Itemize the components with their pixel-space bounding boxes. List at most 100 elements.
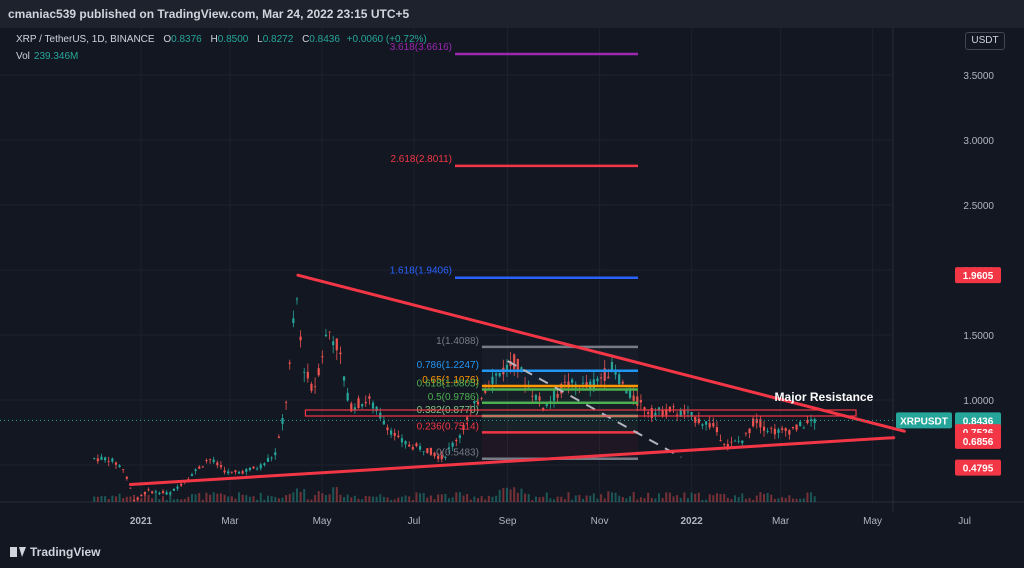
candle-body [165, 492, 168, 495]
volume-bar [404, 495, 407, 502]
volume-bar [734, 495, 737, 502]
open-label: O [163, 34, 172, 45]
volume-bar [346, 494, 349, 502]
candle-body [813, 419, 816, 424]
candle-body [480, 398, 483, 399]
volume-bar [451, 497, 454, 502]
candle-body [107, 461, 110, 462]
currency-button[interactable]: USDT [965, 32, 1005, 50]
candle-body [129, 487, 132, 489]
candle-body [571, 379, 574, 383]
volume-bar [314, 495, 317, 502]
candle-body [733, 440, 737, 442]
candle-body [321, 356, 324, 358]
symbol-name[interactable]: XRP / TetherUS, 1D, BINANCE [16, 34, 155, 45]
volume-bar [639, 497, 642, 502]
candle-body [386, 427, 389, 431]
candle-body [603, 368, 606, 381]
candle-body [444, 457, 447, 458]
volume-bar [165, 499, 168, 502]
candle-body [712, 422, 715, 427]
volume-bar [263, 499, 266, 502]
volume-bar [480, 496, 483, 502]
candle-body [151, 491, 154, 494]
volume-value: 239.346M [33, 51, 79, 62]
candle-body [415, 443, 418, 447]
volume-bar [169, 493, 172, 502]
publisher-bar: cmaniac539 published on TradingView.com,… [0, 0, 1024, 28]
candle-body [773, 428, 776, 435]
tradingview-logo[interactable]: TradingView [10, 545, 100, 559]
candle-body [187, 479, 190, 480]
volume-bar [422, 493, 425, 502]
candle-body [708, 423, 711, 428]
candle-body [567, 381, 570, 388]
candle-body [161, 491, 165, 493]
volume-bar [212, 492, 215, 502]
resistance-band[interactable] [304, 409, 857, 417]
candle-body [650, 407, 653, 419]
candle-body [791, 427, 795, 429]
candle-body [476, 401, 480, 405]
volume-bar [469, 499, 472, 502]
candle-body [636, 396, 639, 406]
tradingview-logo-text: TradingView [30, 545, 101, 559]
volume-bar [306, 499, 309, 502]
volume-bar [527, 494, 530, 502]
volume-bar [299, 491, 302, 502]
high-value: 0.8500 [217, 34, 249, 45]
volume-bar [198, 492, 201, 502]
candle-body [661, 410, 664, 417]
volume-bar [353, 495, 356, 502]
volume-bar [118, 493, 121, 502]
volume-bar [390, 499, 393, 502]
volume-bar [382, 496, 385, 502]
volume-bar [238, 492, 241, 502]
volume-bar [553, 499, 556, 502]
candle-body [310, 383, 313, 391]
volume-bar [245, 495, 248, 502]
volume-bar [571, 499, 574, 502]
volume-bar [737, 497, 740, 502]
volume-bar [183, 498, 186, 502]
dashed-projection-line[interactable] [507, 360, 682, 459]
candle-body [632, 395, 635, 401]
candle-body [158, 492, 161, 495]
candle-body [295, 298, 299, 300]
volume-bar [411, 499, 414, 502]
candle-body [205, 460, 208, 462]
candle-body [212, 459, 215, 463]
x-tick-label: Jul [958, 516, 971, 527]
volume-bar [216, 493, 219, 502]
volume-bar [650, 498, 653, 502]
price-label-text: 0.4795 [963, 464, 994, 475]
price-chart[interactable]: 0.50001.00001.50002.00002.50003.00003.50… [0, 28, 1024, 540]
volume-bar [317, 491, 320, 502]
volume-bar [234, 498, 237, 502]
candle-body [752, 418, 755, 427]
candle-body [621, 381, 624, 384]
volume-bar [107, 499, 110, 502]
candle-body [799, 421, 802, 427]
volume-bar [498, 489, 501, 502]
candle-body [614, 369, 617, 375]
chart-frame[interactable]: 0.50001.00001.50002.00002.50003.00003.50… [0, 28, 1024, 540]
volume-bar [209, 494, 212, 502]
candle-body [303, 371, 306, 373]
volume-bar [473, 496, 476, 502]
candle-body [545, 402, 548, 407]
candle-body [400, 438, 404, 443]
candle-body [172, 488, 175, 491]
trendline-descending[interactable] [296, 273, 906, 433]
candle-body [125, 476, 128, 479]
volume-bar [726, 497, 729, 502]
volume-bar [810, 492, 813, 502]
trendline-ascending[interactable] [128, 436, 896, 486]
volume-bar [466, 493, 469, 502]
volume-bar [400, 496, 403, 502]
volume-bar [600, 494, 603, 502]
price-label-box [955, 267, 1001, 284]
low-value: 0.8272 [262, 34, 294, 45]
volume-bar [618, 495, 621, 502]
candle-body [114, 462, 118, 465]
